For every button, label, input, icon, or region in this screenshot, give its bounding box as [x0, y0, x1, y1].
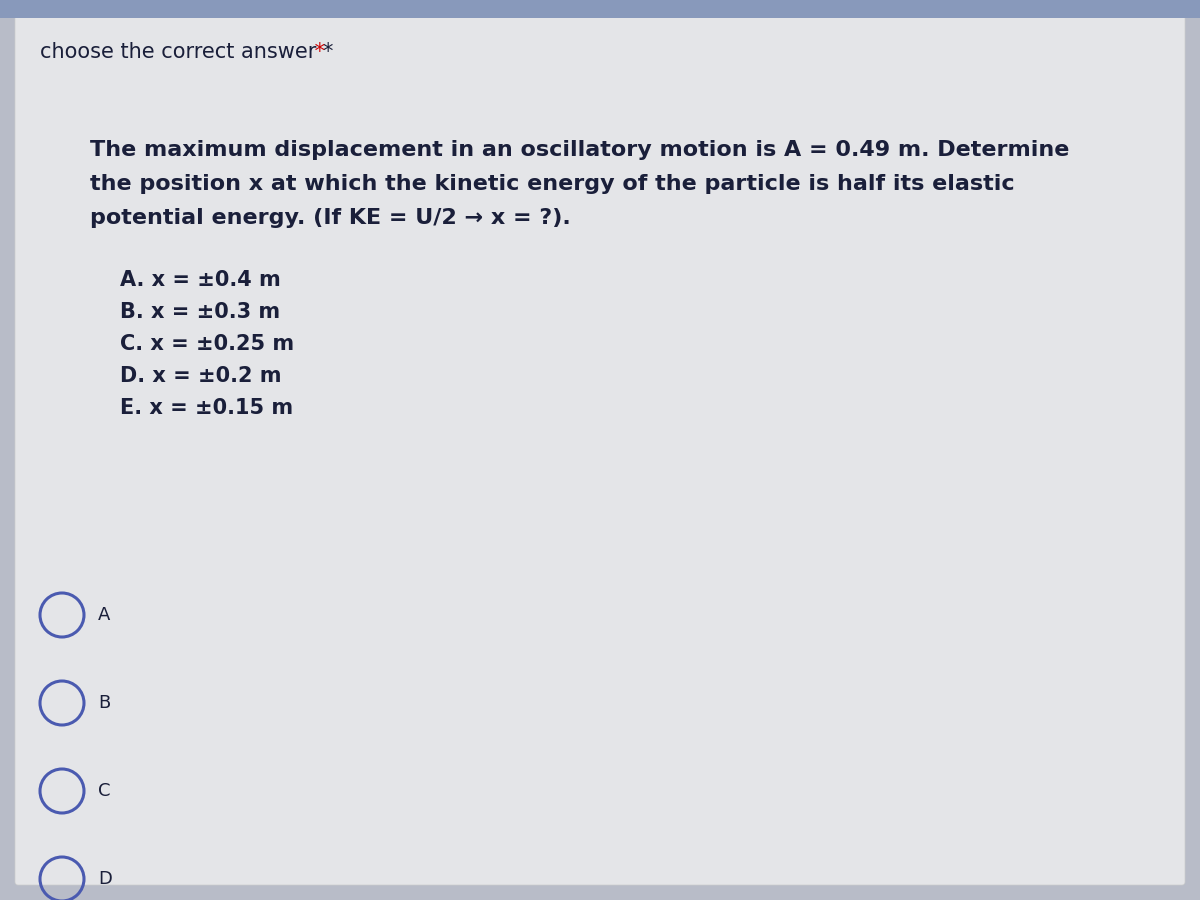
- Text: C. x = ±0.25 m: C. x = ±0.25 m: [120, 334, 294, 354]
- Text: E. x = ±0.15 m: E. x = ±0.15 m: [120, 398, 293, 418]
- Text: potential energy. (If KE = U/2 → x = ?).: potential energy. (If KE = U/2 → x = ?).: [90, 208, 571, 228]
- Text: A. x = ±0.4 m: A. x = ±0.4 m: [120, 270, 281, 290]
- Text: *: *: [308, 42, 325, 62]
- Text: The maximum displacement in an oscillatory motion is A = 0.49 m. Determine: The maximum displacement in an oscillato…: [90, 140, 1069, 160]
- Text: A: A: [98, 606, 110, 624]
- Text: D: D: [98, 870, 112, 888]
- FancyBboxPatch shape: [14, 15, 1186, 885]
- FancyBboxPatch shape: [0, 0, 1200, 18]
- Text: the position x at which the kinetic energy of the particle is half its elastic: the position x at which the kinetic ener…: [90, 174, 1015, 194]
- Text: B. x = ±0.3 m: B. x = ±0.3 m: [120, 302, 280, 322]
- Text: D. x = ±0.2 m: D. x = ±0.2 m: [120, 366, 282, 386]
- Text: B: B: [98, 694, 110, 712]
- Text: C: C: [98, 782, 110, 800]
- Text: choose the correct answer *: choose the correct answer *: [40, 42, 334, 62]
